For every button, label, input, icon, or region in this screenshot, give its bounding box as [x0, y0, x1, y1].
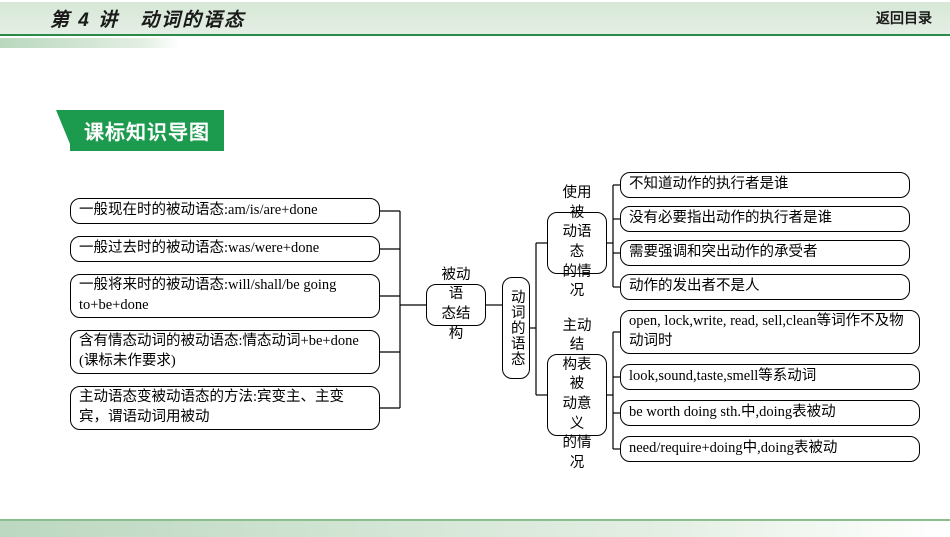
diagram-node: 需要强调和突出动作的承受者 [620, 240, 910, 266]
diagram-node: look,sound,taste,smell等系动词 [620, 364, 920, 390]
diagram-node: 不知道动作的执行者是谁 [620, 172, 910, 198]
diagram-node: 使用被动语态的情况 [547, 212, 607, 274]
diagram-node: be worth doing sth.中,doing表被动 [620, 400, 920, 426]
diagram-node: 被动语态结构 [426, 284, 486, 326]
diagram-node: 一般将来时的被动语态:will/shall/be going to+be+don… [70, 274, 380, 318]
diagram-node: 主动语态变被动语态的方法:宾变主、主变宾，谓语动词用被动 [70, 386, 380, 430]
diagram-node: 含有情态动词的被动语态:情态动词+be+done (课标未作要求) [70, 330, 380, 374]
footer-accent [0, 519, 950, 537]
diagram-node: 一般现在时的被动语态:am/is/are+done [70, 198, 380, 224]
diagram-node: 主动结构表被动意义的情况 [547, 354, 607, 436]
diagram-node: 没有必要指出动作的执行者是谁 [620, 206, 910, 232]
diagram-node: 一般过去时的被动语态:was/were+done [70, 236, 380, 262]
diagram-node: open, lock,write, read, sell,clean等词作不及物… [620, 310, 920, 354]
diagram-node: 动作的发出者不是人 [620, 274, 910, 300]
diagram-node: 动词的语态 [502, 277, 530, 379]
diagram-node: need/require+doing中,doing表被动 [620, 436, 920, 462]
